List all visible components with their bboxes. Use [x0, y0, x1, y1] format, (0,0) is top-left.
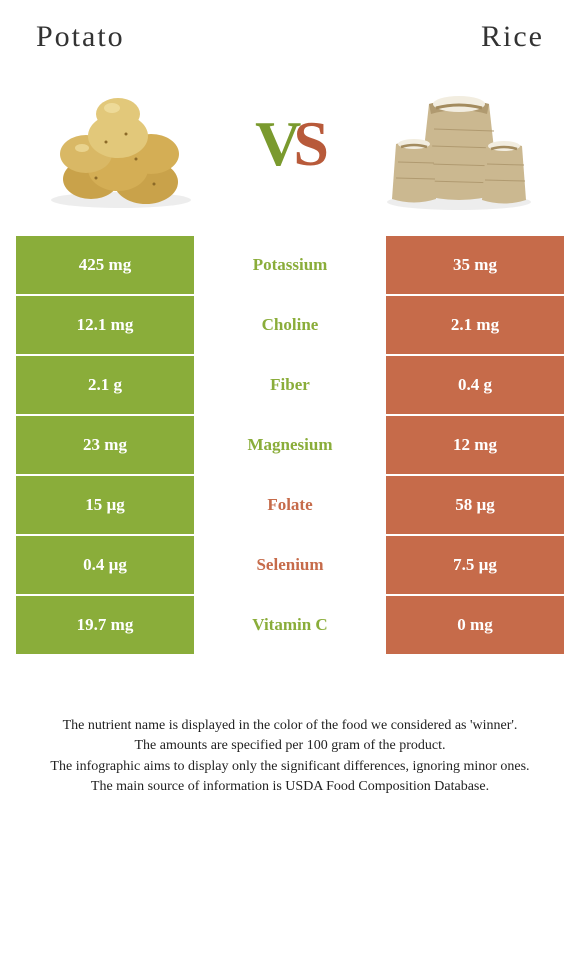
vs-letter-s: S	[293, 107, 325, 181]
nutrient-label-cell: Potassium	[194, 236, 386, 296]
potato-icon	[36, 74, 206, 214]
table-row: 15 µgFolate58 µg	[16, 476, 564, 536]
left-value-cell: 12.1 mg	[16, 296, 194, 356]
vs-label: V S	[255, 107, 325, 181]
potato-image	[36, 74, 206, 214]
header: Potato Rice	[16, 20, 564, 66]
left-food-title: Potato	[36, 20, 125, 54]
footer-line: The amounts are specified per 100 gram o…	[24, 736, 556, 756]
table-row: 0.4 µgSelenium7.5 µg	[16, 536, 564, 596]
vs-letter-v: V	[255, 107, 297, 181]
right-value-cell: 12 mg	[386, 416, 564, 476]
footer-notes: The nutrient name is displayed in the co…	[16, 656, 564, 797]
table-row: 12.1 mgCholine2.1 mg	[16, 296, 564, 356]
nutrient-label-cell: Fiber	[194, 356, 386, 416]
left-value-cell: 19.7 mg	[16, 596, 194, 656]
table-row: 19.7 mgVitamin C0 mg	[16, 596, 564, 656]
left-value-cell: 0.4 µg	[16, 536, 194, 596]
footer-line: The nutrient name is displayed in the co…	[24, 716, 556, 736]
nutrient-table: 425 mgPotassium35 mg12.1 mgCholine2.1 mg…	[16, 236, 564, 656]
right-value-cell: 7.5 µg	[386, 536, 564, 596]
nutrient-label-cell: Vitamin C	[194, 596, 386, 656]
nutrient-label-cell: Selenium	[194, 536, 386, 596]
nutrient-label-cell: Folate	[194, 476, 386, 536]
left-value-cell: 425 mg	[16, 236, 194, 296]
table-row: 425 mgPotassium35 mg	[16, 236, 564, 296]
right-value-cell: 0.4 g	[386, 356, 564, 416]
right-value-cell: 0 mg	[386, 596, 564, 656]
left-value-cell: 15 µg	[16, 476, 194, 536]
right-food-title: Rice	[481, 20, 544, 54]
right-value-cell: 2.1 mg	[386, 296, 564, 356]
footer-line: The infographic aims to display only the…	[24, 757, 556, 777]
footer-line: The main source of information is USDA F…	[24, 777, 556, 797]
rice-sacks-icon	[374, 74, 544, 214]
nutrient-label-cell: Choline	[194, 296, 386, 356]
image-row: V S	[16, 66, 564, 236]
nutrient-label-cell: Magnesium	[194, 416, 386, 476]
table-row: 23 mgMagnesium12 mg	[16, 416, 564, 476]
left-value-cell: 23 mg	[16, 416, 194, 476]
left-value-cell: 2.1 g	[16, 356, 194, 416]
rice-image	[374, 74, 544, 214]
right-value-cell: 35 mg	[386, 236, 564, 296]
table-row: 2.1 gFiber0.4 g	[16, 356, 564, 416]
right-value-cell: 58 µg	[386, 476, 564, 536]
